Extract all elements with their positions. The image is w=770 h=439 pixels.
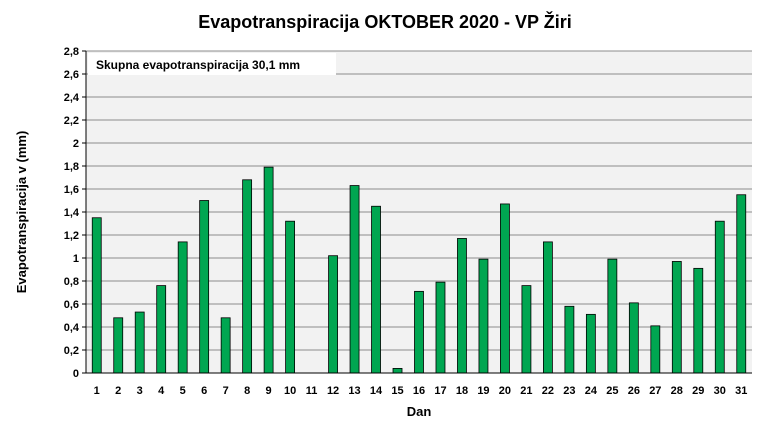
bar-day-1 xyxy=(91,217,102,374)
x-tick-label: 5 xyxy=(180,385,186,397)
y-tick-label: 0,8 xyxy=(64,276,79,288)
bar-day-22 xyxy=(543,241,553,374)
bar-day-28 xyxy=(671,261,682,374)
y-axis-ticks: 0 0,2 0,4 0,6 0,8 1 1,2 1,4 1,6 1,8 2 2,2 2,4 2,6 2,8 xyxy=(64,46,86,380)
bar-day-16 xyxy=(414,290,424,374)
bar-day-4 xyxy=(156,285,167,374)
x-tick-label: 24 xyxy=(585,385,598,397)
bar-day-8 xyxy=(242,179,253,374)
x-tick-label: 16 xyxy=(413,385,425,397)
bar-day-13 xyxy=(349,185,360,374)
bar-day-26 xyxy=(628,302,639,374)
bar-day-6 xyxy=(199,200,210,374)
bar-day-23 xyxy=(564,305,575,374)
x-tick-label: 27 xyxy=(649,385,661,397)
y-tick-label: 0,2 xyxy=(64,345,79,357)
bar-day-30 xyxy=(714,220,725,374)
plot-area: 00,20,40,60,811,21,41,61,822,22,42,62,8 … xyxy=(64,46,752,397)
x-tick-label: 7 xyxy=(223,385,229,397)
y-tick-label: 0,4 xyxy=(64,322,80,334)
bar-day-15 xyxy=(392,367,403,374)
bar-day-18 xyxy=(457,238,467,374)
x-tick-label: 15 xyxy=(391,385,403,397)
x-tick-label: 19 xyxy=(477,385,489,397)
x-tick-label: 20 xyxy=(499,385,511,397)
bar-day-21 xyxy=(521,285,532,374)
x-axis-label: Dan xyxy=(407,404,432,419)
y-tick-label: 1,2 xyxy=(64,230,79,242)
annotation-background xyxy=(88,53,336,75)
x-tick-label: 18 xyxy=(456,385,468,397)
x-tick-label: 30 xyxy=(714,385,726,397)
bar-day-29 xyxy=(693,267,704,374)
bar-day-25 xyxy=(607,258,618,374)
x-tick-label: 1 xyxy=(94,385,100,397)
annotation-box: Skupna evapotranspiracija 30,1 mm xyxy=(88,53,336,75)
bar-day-2 xyxy=(113,317,124,374)
bar-day-5 xyxy=(177,241,188,374)
x-tick-label: 4 xyxy=(158,385,165,397)
annotation-text: Skupna evapotranspiracija 30,1 mm xyxy=(96,58,300,72)
x-tick-label: 31 xyxy=(735,385,747,397)
y-tick-label: 2,4 xyxy=(64,92,80,104)
y-tick-label: 1,6 xyxy=(64,184,79,196)
bar-day-14 xyxy=(371,205,381,374)
bars xyxy=(91,166,747,374)
x-tick-label: 29 xyxy=(692,385,704,397)
x-tick-label: 11 xyxy=(306,385,318,397)
bar-day-24 xyxy=(585,313,596,374)
bar-day-17 xyxy=(435,281,446,374)
x-tick-label: 8 xyxy=(244,385,250,397)
y-tick-label: 0 xyxy=(73,368,79,380)
x-tick-label: 13 xyxy=(348,385,360,397)
y-tick-label: 1,8 xyxy=(64,161,79,173)
x-tick-label: 10 xyxy=(284,385,296,397)
bar-day-9 xyxy=(263,166,274,374)
x-tick-label: 21 xyxy=(520,385,532,397)
x-tick-label: 23 xyxy=(563,385,575,397)
y-tick-label: 2,6 xyxy=(64,69,79,81)
x-tick-label: 3 xyxy=(137,385,143,397)
bar-day-31 xyxy=(736,194,747,374)
x-tick-label: 28 xyxy=(671,385,683,397)
x-tick-label: 25 xyxy=(606,385,618,397)
x-tick-label: 6 xyxy=(201,385,207,397)
chart-title: Evapotranspiracija OKTOBER 2020 - VP Žir… xyxy=(198,11,571,32)
bar-day-12 xyxy=(328,255,338,374)
x-tick-label: 9 xyxy=(266,385,272,397)
bar-day-20 xyxy=(500,203,510,374)
bar-day-3 xyxy=(134,311,145,374)
bar-day-10 xyxy=(285,220,295,374)
x-tick-label: 12 xyxy=(327,385,339,397)
bar-day-7 xyxy=(220,317,231,374)
y-tick-label: 0,6 xyxy=(64,299,79,311)
x-tick-label: 22 xyxy=(542,385,554,397)
y-axis-label: Evapotranspiracija v (mm) xyxy=(14,131,29,294)
y-tick-label: 2,2 xyxy=(64,115,79,127)
x-tick-label: 14 xyxy=(370,385,383,397)
x-tick-label: 2 xyxy=(115,385,121,397)
y-tick-label: 1,4 xyxy=(64,207,80,219)
x-tick-label: 17 xyxy=(434,385,446,397)
x-axis-ticks: 1 2 3 4 5 6 7 8 9 10 11 12 13 14 15 16 17 18 19 20 21 22 23 24 2… xyxy=(94,385,748,397)
x-tick-label: 26 xyxy=(628,385,640,397)
bar-day-27 xyxy=(650,325,661,374)
bar-day-19 xyxy=(478,258,489,374)
y-tick-label: 2 xyxy=(73,138,79,150)
y-tick-label: 1 xyxy=(73,253,79,265)
y-tick-label: 2,8 xyxy=(64,46,79,58)
